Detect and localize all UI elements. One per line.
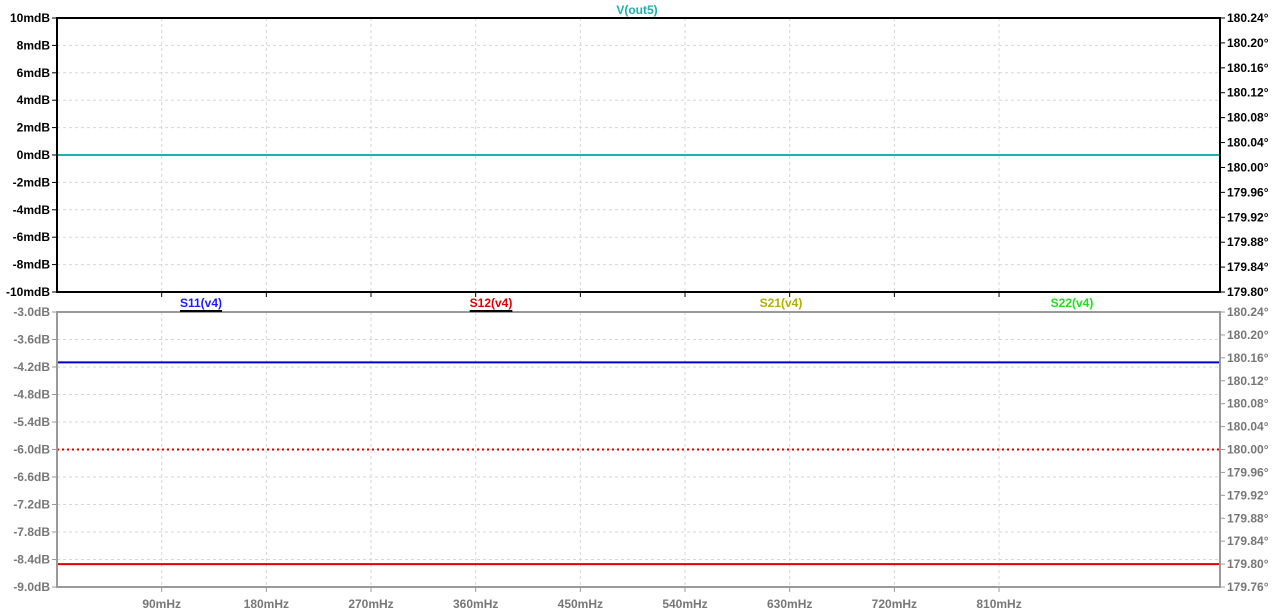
- y-right-tick-label: 179.96°: [1227, 465, 1269, 479]
- x-tick-label: 630mHz: [767, 597, 812, 611]
- trace-label: S12(v4): [470, 296, 513, 310]
- y-left-tick-label: -9.0dB: [13, 580, 50, 594]
- y-right-tick-label: 180.12°: [1227, 86, 1269, 100]
- y-left-tick-label: 2mdB: [17, 121, 51, 135]
- x-tick-label: 180mHz: [244, 597, 289, 611]
- y-left-tick-label: -6mdB: [13, 230, 51, 244]
- x-tick-label: 90mHz: [142, 597, 181, 611]
- y-right-tick-label: 180.24°: [1227, 305, 1269, 319]
- y-right-tick-label: 180.20°: [1227, 36, 1269, 50]
- y-right-tick-label: 179.96°: [1227, 185, 1269, 199]
- y-left-tick-label: -3.6dB: [13, 333, 50, 347]
- y-right-tick-label: 180.08°: [1227, 397, 1269, 411]
- y-left-tick-label: -6.0dB: [13, 443, 50, 457]
- y-right-tick-label: 179.80°: [1227, 557, 1269, 571]
- y-left-tick-label: 8mdB: [17, 38, 51, 52]
- y-left-tick-label: -4mdB: [13, 203, 51, 217]
- y-right-tick-label: 179.84°: [1227, 534, 1269, 548]
- y-right-tick-label: 180.20°: [1227, 328, 1269, 342]
- y-left-tick-label: -3.0dB: [13, 305, 50, 319]
- y-right-tick-label: 179.80°: [1227, 285, 1269, 299]
- y-left-tick-label: -7.8dB: [13, 525, 50, 539]
- y-left-tick-label: -4.8dB: [13, 388, 50, 402]
- y-left-tick-label: 4mdB: [17, 93, 51, 107]
- y-left-tick-label: -10mdB: [6, 285, 50, 299]
- x-tick-label: 810mHz: [976, 597, 1021, 611]
- y-right-tick-label: 179.84°: [1227, 260, 1269, 274]
- y-right-tick-label: 179.88°: [1227, 511, 1269, 525]
- trace-label: S11(v4): [180, 296, 222, 310]
- y-right-tick-label: 180.12°: [1227, 374, 1269, 388]
- x-tick-label: 450mHz: [558, 597, 603, 611]
- trace-label: S22(v4): [1051, 296, 1094, 310]
- y-right-tick-label: 180.16°: [1227, 351, 1269, 365]
- y-right-tick-label: 180.16°: [1227, 61, 1269, 75]
- y-left-tick-label: -5.4dB: [13, 415, 50, 429]
- y-right-tick-label: 179.76°: [1227, 580, 1269, 594]
- x-tick-label: 540mHz: [662, 597, 707, 611]
- y-left-tick-label: -6.6dB: [13, 470, 50, 484]
- trace-label: S21(v4): [760, 296, 803, 310]
- y-right-tick-label: 179.92°: [1227, 488, 1269, 502]
- y-left-tick-label: -8.4dB: [13, 553, 50, 567]
- y-right-tick-label: 180.24°: [1227, 11, 1269, 25]
- plot-frame: [56, 311, 1221, 588]
- y-left-tick-label: -4.2dB: [13, 360, 50, 374]
- y-left-tick-label: 0mdB: [17, 148, 51, 162]
- x-tick-label: 360mHz: [453, 597, 498, 611]
- y-right-tick-label: 179.92°: [1227, 210, 1269, 224]
- y-left-tick-label: -7.2dB: [13, 498, 50, 512]
- x-tick-label: 270mHz: [348, 597, 393, 611]
- plot-frame: [56, 17, 1221, 293]
- y-right-tick-label: 180.00°: [1227, 443, 1269, 457]
- y-right-tick-label: 180.04°: [1227, 136, 1269, 150]
- trace-label: V(out5): [616, 3, 657, 17]
- y-left-tick-label: 6mdB: [17, 66, 51, 80]
- y-right-tick-label: 179.88°: [1227, 235, 1269, 249]
- y-right-tick-label: 180.04°: [1227, 420, 1269, 434]
- x-tick-label: 720mHz: [872, 597, 917, 611]
- y-left-tick-label: -2mdB: [13, 175, 51, 189]
- y-right-tick-label: 180.08°: [1227, 111, 1269, 125]
- y-left-tick-label: -8mdB: [13, 258, 51, 272]
- y-left-tick-label: 10mdB: [10, 11, 50, 25]
- y-right-tick-label: 180.00°: [1227, 160, 1269, 174]
